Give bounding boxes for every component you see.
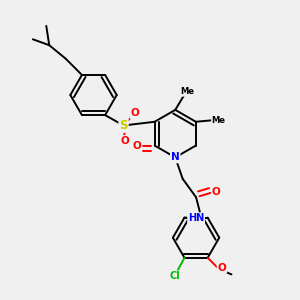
Text: S: S <box>119 119 128 132</box>
Text: O: O <box>121 136 129 146</box>
Text: Me: Me <box>212 116 226 125</box>
Text: O: O <box>133 140 141 151</box>
Text: HN: HN <box>188 213 204 223</box>
Text: O: O <box>130 108 139 118</box>
Text: Me: Me <box>181 87 195 96</box>
Text: O: O <box>218 262 226 273</box>
Text: O: O <box>212 187 221 197</box>
Text: Cl: Cl <box>169 271 180 281</box>
Text: N: N <box>171 152 180 162</box>
